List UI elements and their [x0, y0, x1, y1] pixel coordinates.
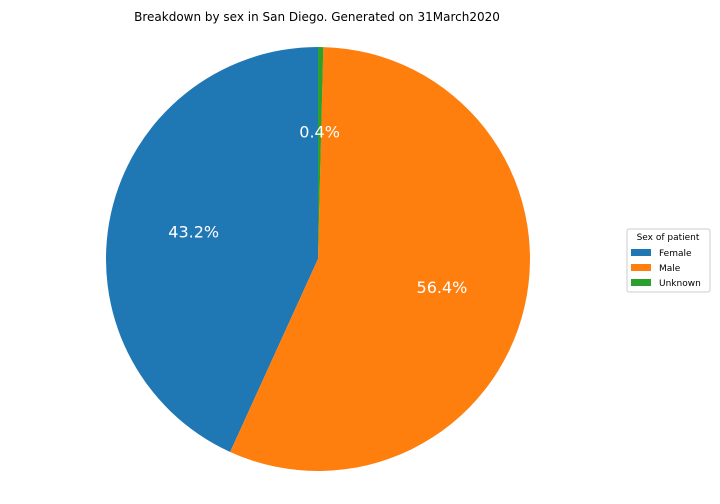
chart-title: Breakdown by sex in San Diego. Generated…: [134, 10, 500, 24]
legend-swatch-male: [631, 264, 651, 271]
legend-label-female: Female: [659, 249, 692, 259]
legend: Sex of patient Female Male Unknown: [626, 228, 711, 293]
legend-entries: Female Male Unknown: [631, 249, 701, 289]
legend-swatch-female: [631, 249, 651, 256]
pie-label-female: 43.2%: [168, 223, 219, 242]
pie-slice-female: [105, 47, 319, 452]
legend-title: Sex of patient: [637, 233, 700, 243]
pie-labels: 43.2% 56.4% 0.4%: [168, 122, 467, 297]
pie-slice-male: [230, 47, 530, 471]
pie-slice-unknown: [318, 47, 324, 259]
pie-label-male: 56.4%: [417, 278, 468, 297]
pie-slices: [105, 47, 530, 471]
legend-label-male: Male: [659, 264, 681, 274]
pie-label-unknown: 0.4%: [299, 122, 340, 141]
legend-label-unknown: Unknown: [659, 279, 701, 289]
legend-swatch-unknown: [631, 279, 651, 286]
legend-frame: [626, 228, 711, 293]
